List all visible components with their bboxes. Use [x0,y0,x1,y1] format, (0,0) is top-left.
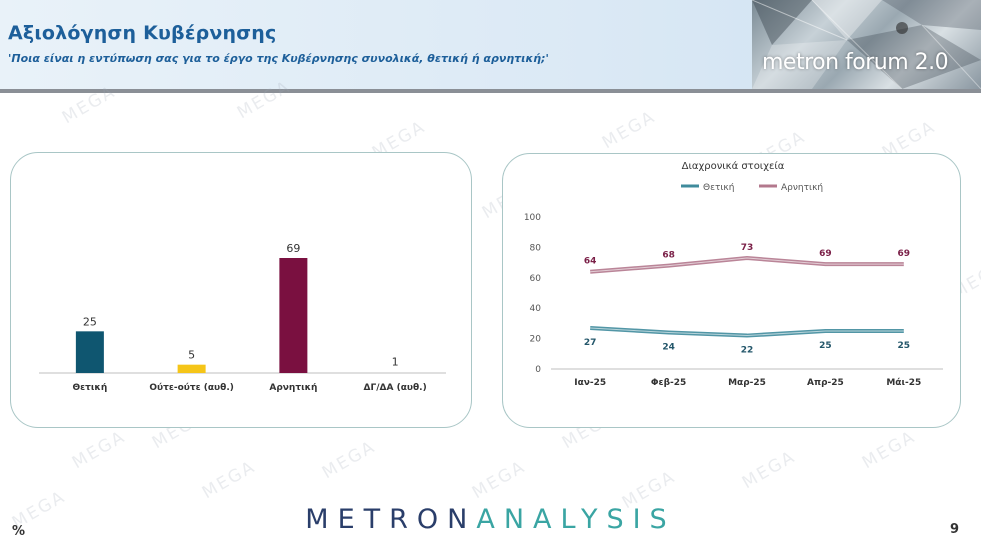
bar-value-label: 1 [392,355,399,368]
x-tick-label: ΔΓ/ΔΑ (αυθ.) [364,383,427,393]
x-tick-label: Θετική [73,383,108,393]
y-tick-label: 60 [530,274,542,284]
x-tick-label: Ούτε-ούτε (αυθ.) [149,383,233,393]
watermark-text: MEGA [598,106,660,154]
data-label: 69 [898,249,911,259]
legend-label: Αρνητική [781,183,823,193]
data-label: 73 [741,243,754,253]
data-label: 27 [584,338,597,348]
bar [75,331,104,373]
metron-analysis-logo: METRONANALYSIS [0,504,981,535]
x-tick-label: Αρνητική [269,383,317,393]
page-title: Αξιολόγηση Κυβέρνησης [8,22,277,44]
metron-forum-logo: metron forum 2.0 [752,0,981,89]
logo-text: metron forum 2.0 [762,50,949,75]
watermark-text: MEGA [468,456,530,504]
bar [177,364,206,373]
logo-background-art [752,0,981,89]
header-divider [0,89,981,93]
chart-title: Διαχρονικά στοιχεία [682,160,785,172]
bar [279,258,308,373]
data-label: 69 [819,249,832,259]
y-tick-label: 100 [524,213,541,223]
bar-chart-panel: 25 Θετική 5 Ούτε-ούτε (αυθ.) 69 Αρνητική 1 ΔΓ/Δ… [10,152,472,428]
x-tick-label: Απρ-25 [807,378,844,388]
data-label: 25 [819,341,832,351]
data-label: 64 [584,257,597,267]
bar-chart: 25 Θετική 5 Ούτε-ούτε (αυθ.) 69 Αρνητική 1 ΔΓ/Δ… [39,242,446,393]
bar-value-label: 25 [83,315,97,328]
line-chart-panel: Διαχρονικά στοιχεία Θετική Αρνητική 0 20 40 60… [502,153,961,428]
bar-value-label: 5 [188,349,195,362]
brand-analysis: ANALYSIS [476,504,676,535]
brand-metron: METRON [305,504,477,535]
y-tick-label: 40 [530,304,542,314]
watermark-text: MEGA [318,436,380,484]
unit-label: % [12,524,26,539]
page-number: 9 [950,522,960,537]
data-label: 24 [662,343,675,353]
watermark-text: MEGA [198,456,260,504]
x-tick-label: Ιαν-25 [574,378,606,388]
watermark-text: MEGA [858,426,920,474]
watermark-text: MEGA [68,426,130,474]
data-label: 22 [741,346,754,356]
y-tick-label: 0 [535,365,541,375]
series-line-highlight [590,327,904,337]
legend-label: Θετική [703,183,734,193]
line-chart: Διαχρονικά στοιχεία Θετική Αρνητική 0 20 40 60… [524,160,943,388]
x-tick-label: Μαρ-25 [728,378,766,388]
series-line [590,325,904,338]
series-line [590,256,904,274]
y-tick-label: 20 [530,335,542,345]
data-label: 68 [662,251,675,261]
x-tick-label: Φεβ-25 [651,378,686,388]
y-tick-label: 80 [530,243,542,253]
page-subtitle: 'Ποια είναι η εντύπωση σας για το έργο τ… [8,52,549,65]
series-line-highlight [590,257,904,273]
bar-value-label: 69 [286,242,300,255]
x-tick-label: Μάι-25 [886,378,921,388]
data-label: 25 [898,341,911,351]
watermark-text: MEGA [738,446,800,494]
